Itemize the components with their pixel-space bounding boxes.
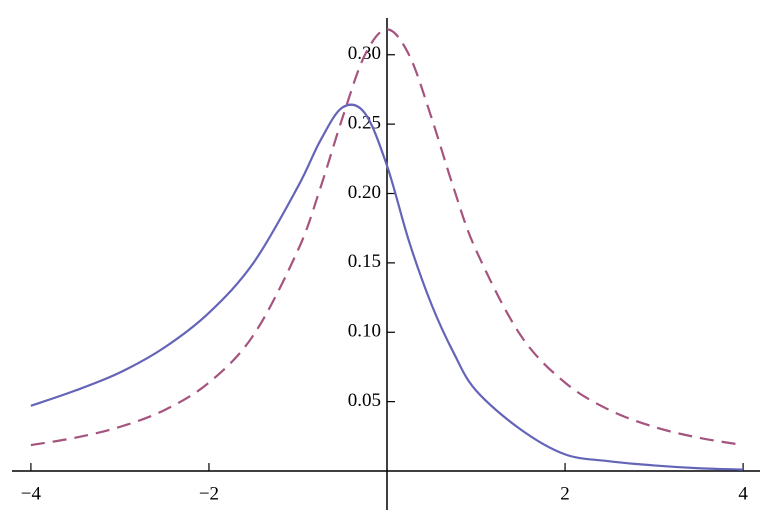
- y-tick-label: 0.15: [348, 251, 381, 272]
- y-tick-label: 0.10: [348, 321, 381, 342]
- y-tick-label: 0.20: [348, 182, 381, 203]
- y-tick-label: 0.05: [348, 390, 381, 411]
- y-tick-label: 0.25: [348, 112, 381, 133]
- x-tick-label: −2: [199, 483, 219, 504]
- x-tick-label: 2: [560, 483, 570, 504]
- series-line: [30, 28, 744, 447]
- x-tick-label: 4: [738, 483, 748, 504]
- series-line: [30, 103, 744, 471]
- x-tick-label: −4: [21, 483, 42, 504]
